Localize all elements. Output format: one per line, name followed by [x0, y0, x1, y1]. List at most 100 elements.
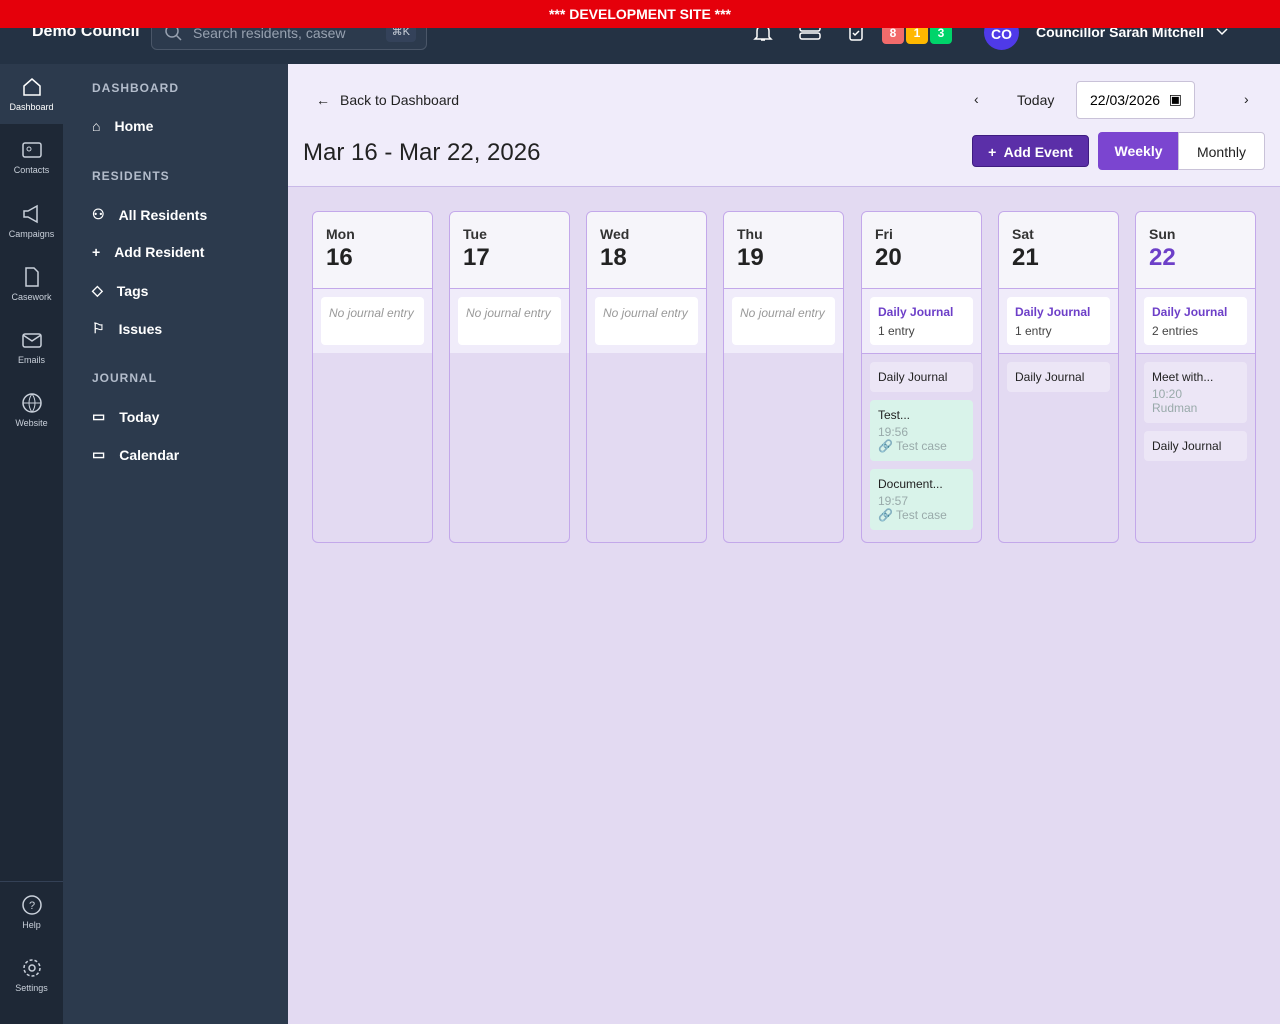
sidebar-item-today[interactable]: ▭ Today — [92, 408, 159, 425]
day-number: 21 — [1012, 244, 1039, 271]
day-header: Tue 17 — [450, 212, 569, 289]
journal-count: 2 entries — [1152, 324, 1199, 338]
sidebar-item-label: Add Resident — [114, 244, 205, 260]
journal-title: Daily Journal — [1152, 305, 1228, 319]
document-icon — [24, 267, 39, 287]
next-week-button[interactable]: › — [1244, 91, 1249, 107]
day-column: Tue 17 No journal entry — [449, 211, 570, 543]
rail-label: Emails — [17, 355, 45, 365]
day-number: 22 — [1149, 244, 1176, 271]
event-card[interactable]: Test... 19:56 🔗 Test case — [870, 400, 973, 461]
sidebar-item-calendar[interactable]: ▭ Calendar — [92, 446, 179, 463]
event-title: Daily Journal — [1152, 439, 1222, 453]
event-link: Rudman — [1152, 401, 1198, 415]
rail-website[interactable]: Website — [0, 380, 63, 440]
journal-card[interactable]: Daily Journal 2 entries — [1144, 297, 1247, 345]
sidebar-item-label: Home — [114, 118, 154, 134]
day-number: 16 — [326, 244, 353, 271]
today-button[interactable]: Today — [1017, 92, 1055, 108]
day-header: Thu 19 — [724, 212, 843, 289]
back-link[interactable]: ← Back to Dashboard — [316, 92, 459, 108]
sidebar-item-label: All Residents — [118, 206, 208, 223]
calendar-header: ← Back to Dashboard Mar 16 - Mar 22, 2026… — [288, 64, 1280, 187]
home-icon: ⌂ — [92, 118, 101, 134]
day-of-week: Fri — [875, 226, 893, 242]
mail-icon — [21, 333, 42, 348]
tab-monthly[interactable]: Monthly — [1178, 132, 1265, 170]
tab-weekly[interactable]: Weekly — [1098, 132, 1179, 170]
arrow-left-icon: ← — [316, 92, 330, 108]
sidebar-item-issues[interactable]: ⚐ Issues — [92, 320, 162, 337]
day-number: 20 — [875, 244, 902, 271]
help-icon: ? — [21, 895, 42, 915]
badge-count: 8 — [889, 26, 897, 40]
sidebar-item-home[interactable]: ⌂ Home — [92, 118, 153, 134]
day-header: Wed 18 — [587, 212, 706, 289]
user-name[interactable]: Councillor Sarah Mitchell — [1036, 24, 1205, 40]
search-placeholder: Search residents, casew — [193, 25, 346, 41]
day-column: Thu 19 No journal entry — [723, 211, 844, 543]
badge-count: 1 — [913, 26, 921, 40]
event-title: Meet with... — [1152, 370, 1214, 384]
globe-icon — [21, 393, 42, 413]
rail-emails[interactable]: Emails — [0, 317, 63, 377]
journal-card[interactable]: Daily Journal 1 entry — [870, 297, 973, 345]
chevron-right-icon: › — [1244, 91, 1249, 107]
journal-card[interactable]: Daily Journal 1 entry — [1007, 297, 1110, 345]
rail-casework[interactable]: Casework — [0, 254, 63, 314]
day-of-week: Mon — [326, 226, 355, 242]
rail-settings[interactable]: Settings — [0, 945, 63, 1005]
day-column: Fri 20 Daily Journal 1 entry Daily Journal Te… — [861, 211, 982, 543]
day-number: 19 — [737, 244, 764, 271]
rail-dashboard[interactable]: Dashboard — [0, 64, 63, 124]
users-icon: ⚇ — [92, 206, 105, 222]
date-value: 22/03/2026 — [1090, 92, 1161, 108]
flag-icon: ⚐ — [92, 320, 105, 336]
event-time: 10:20 — [1152, 387, 1183, 401]
rail-label: Settings — [15, 983, 48, 993]
event-card[interactable]: Document... 19:57 🔗 Test case — [870, 469, 973, 530]
event-card[interactable]: Daily Journal — [1144, 431, 1247, 461]
sidebar-item-add-resident[interactable]: + Add Resident — [92, 244, 204, 260]
event-card[interactable]: Daily Journal — [870, 362, 973, 392]
date-input[interactable]: 22/03/2026 ▣ — [1076, 81, 1195, 119]
calendar-icon: ▣ — [1168, 91, 1182, 107]
sidebar-item-label: Issues — [118, 320, 163, 337]
rail-contacts[interactable]: Contacts — [0, 127, 63, 187]
plus-icon: + — [988, 144, 997, 160]
prev-week-button[interactable]: ‹ — [974, 91, 979, 107]
event-card[interactable]: Daily Journal — [1007, 362, 1110, 392]
add-event-label: Add Event — [1003, 144, 1073, 160]
icon-rail: Dashboard Contacts Campaigns Casework Em… — [0, 64, 63, 1024]
chevron-down-icon[interactable] — [1216, 28, 1228, 36]
sidebar-item-tags[interactable]: ◇ Tags — [92, 282, 148, 299]
day-number: 18 — [600, 244, 627, 271]
section-journal: JOURNAL — [92, 371, 158, 385]
journal-count: 1 entry — [1015, 324, 1052, 338]
day-column: Wed 18 No journal entry — [586, 211, 707, 543]
sidebar-item-label: Calendar — [119, 446, 180, 463]
badge-count: 3 — [937, 26, 945, 40]
event-title: Daily Journal — [1015, 370, 1085, 384]
rail-label: Campaigns — [8, 229, 55, 239]
add-event-button[interactable]: + Add Event — [972, 135, 1089, 167]
day-column: Mon 16 No journal entry — [312, 211, 433, 543]
back-label: Back to Dashboard — [340, 92, 460, 108]
journal-empty: No journal entry — [595, 297, 698, 345]
rail-help[interactable]: ? Help — [0, 882, 63, 942]
day-of-week: Sun — [1149, 226, 1176, 242]
sidebar-item-label: Today — [119, 408, 160, 425]
sidebar-item-all-residents[interactable]: ⚇ All Residents — [92, 206, 207, 223]
no-journal-text: No journal entry — [466, 306, 551, 320]
journal-title: Daily Journal — [878, 305, 954, 319]
day-header: Fri 20 — [862, 212, 981, 289]
rail-label: Contacts — [13, 165, 50, 175]
event-card[interactable]: Meet with... 10:20 Rudman — [1144, 362, 1247, 423]
event-link: 🔗 Test case — [878, 439, 947, 453]
event-title: Daily Journal — [878, 370, 948, 384]
rail-campaigns[interactable]: Campaigns — [0, 191, 63, 251]
rail-label: Website — [15, 418, 48, 428]
event-link: 🔗 Test case — [878, 508, 947, 522]
rail-label: Dashboard — [9, 102, 54, 112]
day-header: Sun 22 — [1136, 212, 1255, 289]
